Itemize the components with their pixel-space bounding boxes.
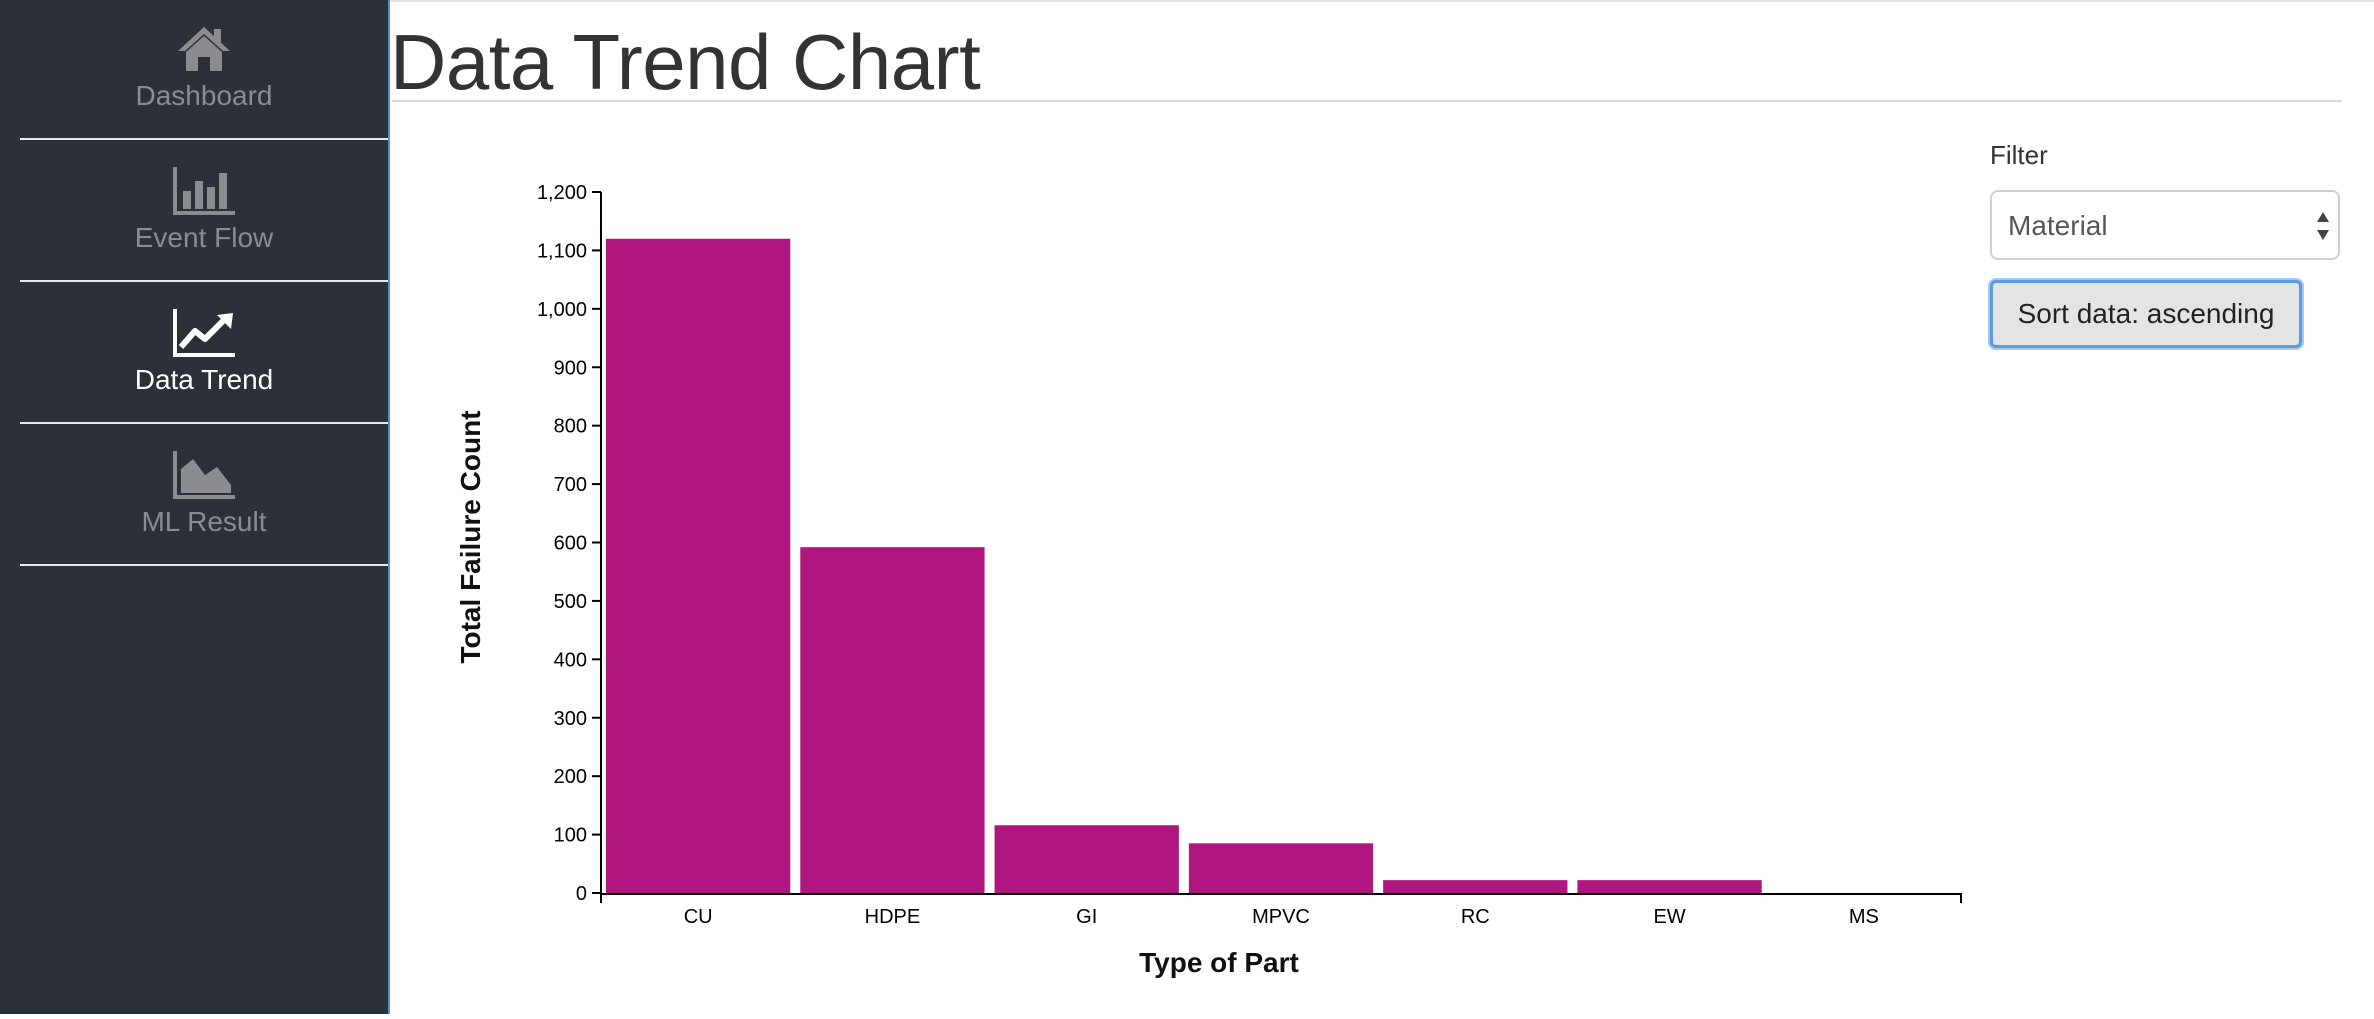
bar-hdpe[interactable]	[800, 547, 985, 893]
x-axis: CU HDPE GI MPVC RC EW MS	[600, 893, 1962, 928]
sidebar-item-label: Event Flow	[134, 222, 274, 253]
bar-gi[interactable]	[994, 825, 1179, 893]
x-tick-label: RC	[1461, 906, 1490, 928]
y-tick-label: 1,100	[537, 240, 587, 262]
y-tick-label: 600	[554, 533, 587, 555]
sidebar: Dashboard Event Flow Data Trend	[0, 0, 390, 1014]
y-tick-label: 100	[554, 825, 587, 847]
bar-cu[interactable]	[606, 238, 791, 893]
select-arrows-icon	[2316, 208, 2330, 244]
y-tick-label: 500	[554, 591, 587, 613]
y-tick-label: 1,000	[537, 299, 587, 321]
y-axis-label: Total Failure Count	[455, 410, 486, 663]
y-tick-label: 1,200	[537, 182, 587, 204]
bar-series	[606, 238, 1762, 893]
line-chart-icon	[20, 306, 388, 360]
y-tick-label: 700	[554, 474, 587, 496]
area-chart-icon	[20, 448, 388, 502]
sidebar-item-ml-result[interactable]: ML Result	[20, 426, 388, 566]
x-tick-label: GI	[1076, 906, 1097, 928]
page-title: Data Trend Chart	[390, 18, 981, 106]
sidebar-item-event-flow[interactable]: Event Flow	[20, 142, 388, 282]
y-tick-label: 200	[554, 766, 587, 788]
x-axis-label: Type of Part	[1139, 947, 1299, 978]
x-tick-label: HDPE	[865, 906, 921, 928]
y-axis: 0 100 200 300 400 500 600 700 800 900 1,000 1,100 1,…	[537, 182, 602, 905]
sort-button[interactable]: Sort data: ascending	[1990, 280, 2302, 348]
y-tick-label: 800	[554, 416, 587, 438]
x-tick-label: EW	[1653, 906, 1685, 928]
y-tick-label: 400	[554, 649, 587, 671]
bar-mpvc[interactable]	[1188, 843, 1374, 893]
bar-ew[interactable]	[1577, 880, 1762, 893]
title-divider	[392, 100, 2342, 102]
filter-label: Filter	[1990, 140, 2048, 170]
filter-select[interactable]: Material	[1990, 190, 2340, 260]
bar-rc[interactable]	[1383, 880, 1568, 893]
x-tick-label: MS	[1849, 906, 1879, 928]
sidebar-item-label: ML Result	[141, 506, 267, 537]
home-icon	[20, 22, 388, 76]
filter-selected-value: Material	[2008, 210, 2108, 241]
y-tick-label: 900	[554, 357, 587, 379]
x-tick-label: CU	[684, 906, 713, 928]
x-tick-label: MPVC	[1252, 906, 1310, 928]
bar-chart-icon	[20, 164, 388, 218]
sidebar-item-data-trend[interactable]: Data Trend	[20, 284, 388, 424]
y-tick-label: 0	[576, 883, 587, 905]
sidebar-item-label: Dashboard	[135, 80, 273, 111]
sidebar-item-label: Data Trend	[134, 364, 274, 395]
top-border	[0, 0, 2374, 2]
y-tick-label: 300	[554, 708, 587, 730]
sidebar-item-dashboard[interactable]: Dashboard	[20, 0, 388, 140]
